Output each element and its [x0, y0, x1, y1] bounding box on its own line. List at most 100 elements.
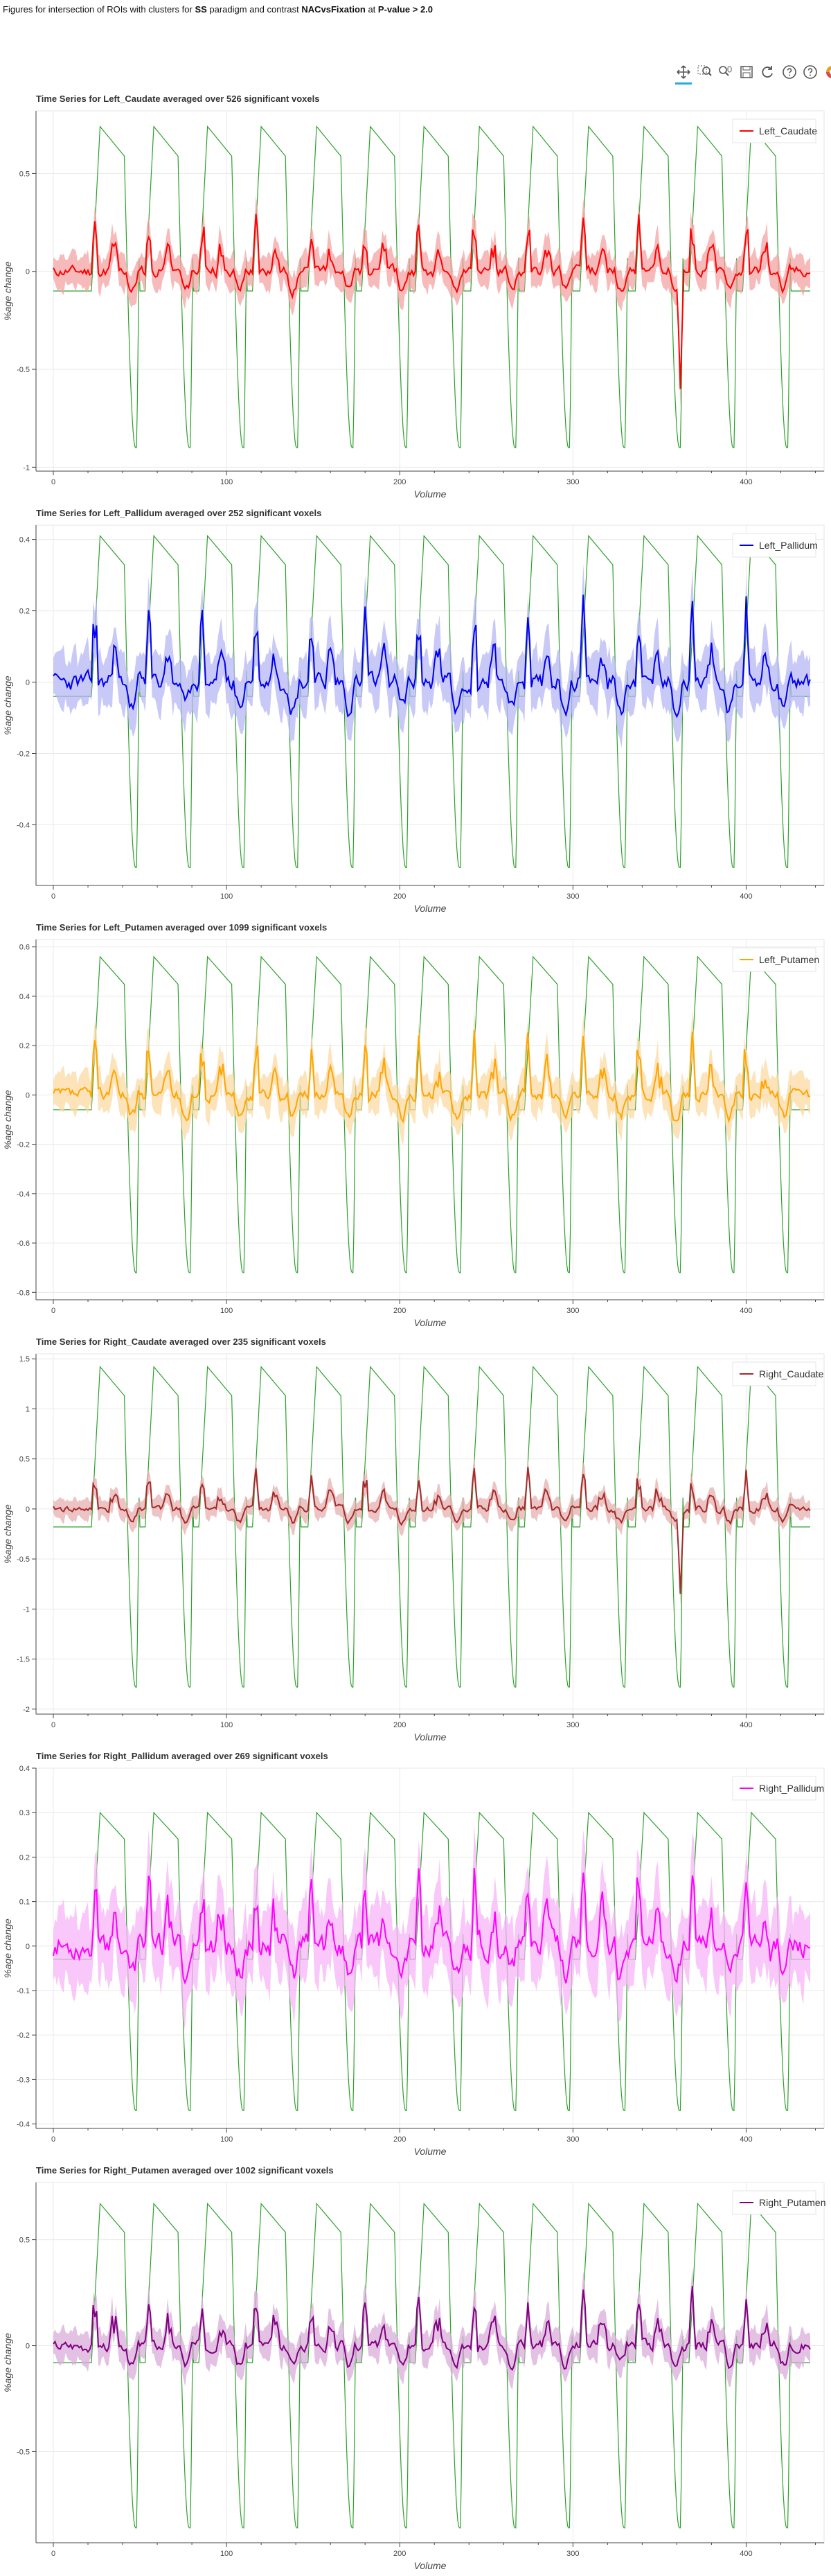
- x-tick-label: 300: [566, 1721, 579, 1729]
- x-tick-label: 100: [220, 892, 233, 901]
- y-tick-label: -0.5: [17, 2448, 30, 2456]
- plot-area[interactable]: [35, 939, 825, 1300]
- x-tick-label: 100: [220, 2135, 233, 2144]
- legend[interactable]: Right_Putamen: [732, 2190, 826, 2215]
- y-axis-label: %age change: [2, 1090, 13, 1149]
- plot-area[interactable]: [35, 110, 825, 472]
- y-tick-label: 1.5: [19, 1355, 30, 1364]
- legend[interactable]: Right_Pallidum: [732, 1776, 824, 1801]
- y-tick-label: 0: [26, 679, 30, 687]
- y-tick-label: -0.5: [17, 1555, 30, 1564]
- x-tick-label: 400: [740, 1307, 752, 1315]
- y-tick-label: 0.2: [19, 1042, 30, 1050]
- title-part: NACvsFixation: [301, 4, 366, 15]
- title-part: at: [365, 4, 378, 15]
- x-tick-label: 300: [566, 2550, 579, 2558]
- y-tick-label: 0.1: [19, 1898, 30, 1907]
- chart-title: Time Series for Right_Putamen averaged o…: [36, 2165, 334, 2176]
- x-axis-label: Volume: [414, 1317, 447, 1328]
- y-tick-label: 0.5: [19, 170, 30, 178]
- y-tick-label: 1: [26, 1405, 30, 1413]
- y-tick-label: 0.4: [19, 993, 30, 1001]
- help-icon: [802, 64, 819, 80]
- legend-label: Left_Pallidum: [759, 540, 818, 551]
- y-tick-label: -0.4: [17, 1190, 30, 1199]
- x-tick-label: 0: [51, 2135, 55, 2144]
- x-axis-label: Volume: [414, 2560, 447, 2571]
- save-icon: [738, 64, 755, 80]
- plot-marks: [53, 2203, 811, 2529]
- series-line: [53, 1030, 811, 1124]
- help-tool-button[interactable]: [802, 64, 819, 80]
- x-tick-label: 0: [51, 1721, 55, 1729]
- x-tick-label: 0: [51, 478, 55, 486]
- wheel-zoom-tool-button[interactable]: [717, 64, 733, 80]
- x-axis-label: Volume: [414, 1731, 447, 1743]
- x-tick-label: 400: [740, 892, 752, 901]
- regressor-line: [53, 955, 810, 1273]
- plot-marks: [53, 955, 811, 1273]
- x-axis-label: Volume: [414, 903, 447, 914]
- legend[interactable]: Left_Putamen: [732, 947, 819, 972]
- chart-left-caudate[interactable]: Time Series for Left_Caudate averaged ov…: [0, 90, 831, 503]
- x-tick-label: 300: [566, 892, 579, 901]
- x-tick-label: 200: [393, 1721, 406, 1729]
- series-line: [53, 594, 811, 718]
- y-axis-label: %age change: [2, 261, 13, 321]
- plot-area[interactable]: [35, 1353, 825, 1715]
- page-title: Figures for intersection of ROIs with cl…: [3, 4, 433, 15]
- y-axis-label: %age change: [2, 1504, 13, 1564]
- y-axis-label: %age change: [2, 1918, 13, 1978]
- y-tick-label: 0: [26, 1943, 30, 1951]
- y-tick-label: 0: [26, 2343, 30, 2351]
- legend[interactable]: Right_Caudate: [732, 1361, 824, 1386]
- y-tick-label: 0: [26, 1506, 30, 1514]
- x-tick-label: 100: [220, 1307, 233, 1315]
- regressor-line: [53, 125, 810, 448]
- y-tick-label: 0.4: [19, 536, 30, 545]
- box-zoom-tool-button[interactable]: [696, 64, 713, 80]
- reset-tool-button[interactable]: [759, 64, 776, 80]
- title-part: paradigm and contrast: [206, 4, 302, 15]
- save-tool-button[interactable]: [738, 64, 755, 80]
- chart-left-putamen[interactable]: Time Series for Left_Putamen averaged ov…: [0, 919, 831, 1332]
- x-tick-label: 200: [393, 2550, 406, 2558]
- plot-marks: [53, 1811, 811, 2111]
- pan-tool-button[interactable]: [675, 64, 692, 85]
- legend-label: Right_Caudate: [759, 1368, 824, 1379]
- y-tick-label: 0.4: [19, 1765, 30, 1773]
- chart-left-pallidum[interactable]: Time Series for Left_Pallidum averaged o…: [0, 504, 831, 917]
- plot-area[interactable]: [35, 2182, 825, 2543]
- x-axis-label: Volume: [414, 2146, 447, 2157]
- chart-title: Time Series for Left_Caudate averaged ov…: [36, 94, 319, 104]
- legend-label: Left_Putamen: [759, 954, 819, 965]
- y-axis-label: %age change: [2, 2333, 13, 2392]
- chart-right-caudate[interactable]: Time Series for Right_Caudate averaged o…: [0, 1333, 831, 1746]
- pan-icon: [675, 64, 692, 80]
- legend[interactable]: Left_Caudate: [732, 118, 817, 143]
- x-tick-label: 200: [393, 2135, 406, 2144]
- x-tick-label: 400: [740, 2550, 752, 2558]
- active-tool-indicator: [675, 82, 692, 85]
- reset-icon: [759, 64, 776, 80]
- x-tick-label: 300: [566, 1307, 579, 1315]
- x-tick-label: 400: [740, 478, 752, 486]
- chart-right-pallidum[interactable]: Time Series for Right_Pallidum averaged …: [0, 1747, 831, 2160]
- y-tick-label: -1.5: [17, 1656, 30, 1664]
- x-axis-label: Volume: [414, 488, 447, 500]
- x-tick-label: 300: [566, 478, 579, 486]
- x-tick-label: 400: [740, 1721, 752, 1729]
- regressor-line: [53, 2203, 810, 2529]
- y-axis-label: %age change: [2, 676, 13, 735]
- x-tick-label: 100: [220, 478, 233, 486]
- x-tick-label: 100: [220, 2550, 233, 2558]
- wheel-zoom-icon: [717, 64, 733, 80]
- y-tick-label: 0.2: [19, 1853, 30, 1862]
- help-tool-button[interactable]: [781, 64, 798, 80]
- x-tick-label: 0: [51, 892, 55, 901]
- y-tick-label: 0.3: [19, 1809, 30, 1817]
- legend[interactable]: Left_Pallidum: [732, 533, 818, 558]
- help-icon: [781, 64, 798, 80]
- chart-right-putamen[interactable]: Time Series for Right_Putamen averaged o…: [0, 2162, 831, 2575]
